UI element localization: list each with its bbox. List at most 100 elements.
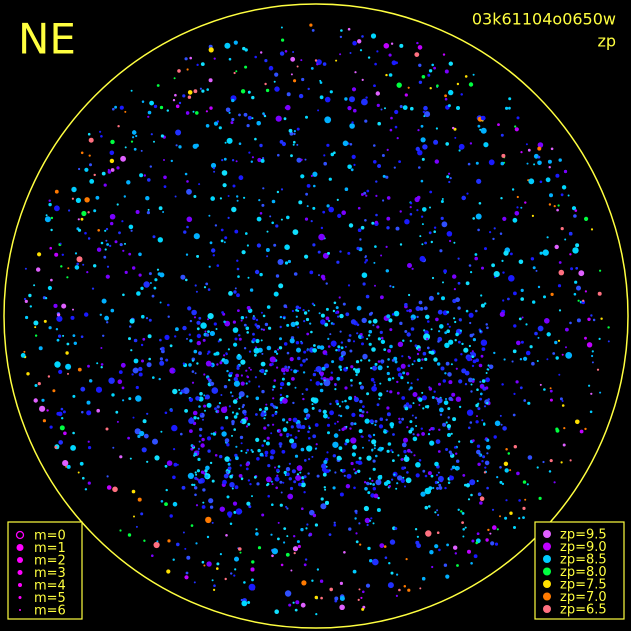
star bbox=[408, 356, 412, 360]
star bbox=[176, 463, 179, 466]
star bbox=[196, 340, 201, 346]
star bbox=[71, 197, 74, 200]
star bbox=[213, 322, 217, 326]
star bbox=[238, 334, 241, 337]
star bbox=[350, 384, 353, 387]
star bbox=[185, 253, 189, 256]
star bbox=[301, 393, 304, 395]
star bbox=[217, 340, 220, 343]
star bbox=[206, 352, 209, 355]
star bbox=[329, 333, 332, 336]
star bbox=[569, 253, 572, 256]
star bbox=[47, 375, 51, 378]
star bbox=[293, 79, 297, 83]
mode-label: zp bbox=[597, 32, 616, 51]
star bbox=[289, 486, 294, 491]
star bbox=[387, 377, 392, 382]
star bbox=[246, 306, 251, 310]
star bbox=[191, 370, 195, 373]
star bbox=[406, 426, 409, 429]
star bbox=[332, 322, 335, 326]
star bbox=[280, 188, 284, 191]
star bbox=[380, 339, 386, 344]
star bbox=[227, 462, 231, 466]
star bbox=[71, 186, 77, 193]
star bbox=[442, 281, 444, 284]
star bbox=[435, 397, 438, 400]
star bbox=[454, 320, 457, 324]
star bbox=[365, 96, 368, 99]
star bbox=[373, 444, 376, 447]
star bbox=[180, 274, 186, 280]
star bbox=[354, 517, 357, 520]
star bbox=[454, 552, 457, 555]
star bbox=[195, 396, 200, 401]
star bbox=[225, 352, 228, 355]
star bbox=[174, 335, 177, 338]
star bbox=[404, 485, 406, 488]
star bbox=[229, 459, 232, 462]
star bbox=[238, 142, 242, 145]
star bbox=[439, 249, 443, 253]
star bbox=[282, 427, 288, 432]
star bbox=[364, 261, 367, 264]
star bbox=[158, 377, 161, 381]
star bbox=[211, 479, 215, 483]
star bbox=[410, 202, 413, 205]
star bbox=[175, 129, 182, 136]
star bbox=[461, 521, 464, 524]
star bbox=[224, 456, 230, 462]
star bbox=[59, 242, 62, 245]
star bbox=[477, 462, 481, 466]
star bbox=[286, 92, 291, 97]
star bbox=[237, 275, 240, 278]
star bbox=[397, 341, 404, 347]
star bbox=[321, 463, 327, 469]
star bbox=[66, 342, 70, 346]
star bbox=[334, 596, 339, 601]
star bbox=[448, 89, 454, 96]
star bbox=[375, 213, 378, 217]
star bbox=[297, 326, 300, 329]
star bbox=[234, 485, 239, 490]
star bbox=[253, 475, 257, 479]
star bbox=[356, 332, 359, 335]
star bbox=[106, 485, 112, 490]
star bbox=[339, 313, 344, 319]
star bbox=[347, 251, 351, 255]
star bbox=[385, 73, 388, 77]
star bbox=[424, 241, 427, 245]
star bbox=[185, 571, 189, 575]
star bbox=[101, 171, 106, 176]
star bbox=[386, 449, 390, 453]
star bbox=[300, 602, 306, 608]
star bbox=[189, 56, 192, 60]
star bbox=[106, 243, 109, 246]
star bbox=[167, 539, 171, 543]
star bbox=[147, 178, 151, 182]
star bbox=[276, 190, 280, 194]
star bbox=[549, 193, 553, 198]
star bbox=[324, 488, 327, 491]
star bbox=[457, 281, 461, 285]
star bbox=[206, 402, 212, 408]
star bbox=[407, 364, 411, 368]
star bbox=[360, 225, 365, 230]
star bbox=[536, 360, 539, 362]
star bbox=[464, 75, 468, 78]
star bbox=[231, 487, 234, 490]
star bbox=[347, 27, 351, 31]
star bbox=[256, 121, 261, 126]
star bbox=[292, 401, 295, 405]
star bbox=[381, 154, 385, 157]
star bbox=[268, 326, 272, 330]
star bbox=[483, 471, 486, 474]
star bbox=[338, 429, 341, 432]
star bbox=[485, 372, 488, 374]
star bbox=[20, 353, 26, 358]
star bbox=[266, 305, 271, 309]
star bbox=[276, 366, 279, 369]
star bbox=[420, 491, 426, 497]
star bbox=[329, 402, 332, 406]
star bbox=[399, 321, 403, 325]
